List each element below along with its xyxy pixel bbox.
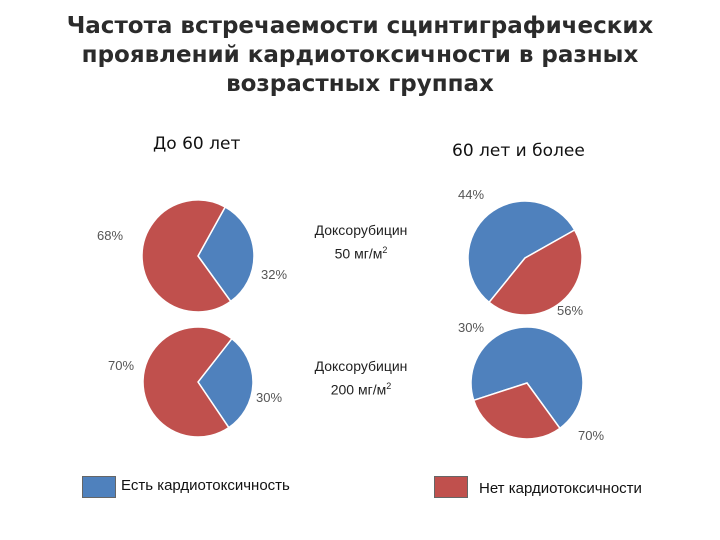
- pie-4-slice-yes: [470, 326, 584, 430]
- dose-50-amount: 50 мг/м2: [286, 240, 436, 264]
- pie-3-slice-no: [488, 228, 583, 316]
- dose-label-200: Доксорубицин 200 мг/м2: [286, 356, 436, 400]
- pie-3-no-pct: 44%: [458, 187, 485, 202]
- pie-2-yes-pct: 30%: [256, 390, 283, 405]
- pie-1-no-pct: 68%: [97, 228, 124, 243]
- dose-50-unit-power: 2: [382, 245, 388, 255]
- dose-label-50: Доксорубицин 50 мг/м2: [286, 220, 436, 264]
- legend-swatch-no: [434, 476, 468, 498]
- pie-3-slice-yes: [467, 200, 576, 304]
- chart-title: Частота встречаемости сцинтиграфических …: [66, 13, 654, 97]
- pie-1-yes-pct: 32%: [261, 267, 288, 282]
- dose-200-amount: 200 мг/м2: [286, 376, 436, 400]
- group-label-60-plus: 60 лет и более: [452, 141, 585, 161]
- pie-3-yes-pct: 56%: [557, 303, 584, 318]
- dose-50-amount-text: 50 мг/м: [334, 245, 383, 262]
- legend-label-yes: Есть кардиотоксичность: [121, 477, 290, 494]
- group-label-under-60: До 60 лет: [153, 134, 241, 154]
- pie-4-yes-pct: 70%: [578, 428, 605, 443]
- pie-4-slice-no: [472, 382, 561, 440]
- pie-2-slice-yes: [197, 337, 254, 429]
- pie-1-slice-no: [141, 199, 232, 313]
- pie-2-slice-no: [142, 326, 233, 438]
- pie-4-no-pct: 30%: [458, 320, 485, 335]
- dose-200-amount-text: 200 мг/м: [330, 381, 387, 398]
- legend-swatch-yes: [82, 476, 116, 498]
- pie-1-slice-yes: [197, 205, 255, 303]
- dose-50-drug: Доксорубицин: [314, 222, 408, 238]
- dose-200-unit-power: 2: [386, 381, 392, 391]
- pie-2-no-pct: 70%: [108, 358, 135, 373]
- dose-200-drug: Доксорубицин: [314, 358, 408, 374]
- legend-label-no: Нет кардиотоксичности: [479, 480, 642, 497]
